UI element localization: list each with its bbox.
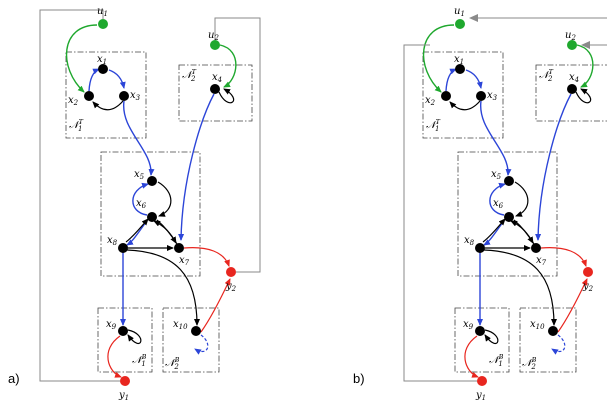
svg-text:x5: x5 <box>491 169 502 181</box>
panel-b: b) u1 u2 x1 x2 x3 x4 x5 x6 x7 x8 x9 x10 … <box>353 6 607 400</box>
label-u1: u <box>454 6 460 17</box>
label-x2: x <box>425 95 431 106</box>
label-y2: y <box>225 281 232 292</box>
svg-text:y2: y2 <box>225 281 237 293</box>
label-x6: x <box>493 198 499 209</box>
label-y1: y <box>118 390 125 400</box>
svg-text:u2: u2 <box>208 30 219 42</box>
svg-text:u1: u1 <box>454 6 465 18</box>
svg-text:x9: x9 <box>106 319 117 331</box>
panel-label-a: a) <box>8 371 20 386</box>
svg-text:x8: x8 <box>464 235 475 247</box>
svg-text:x7: x7 <box>536 255 547 267</box>
panel-label-b: b) <box>353 371 365 386</box>
label-x1: x <box>454 54 460 65</box>
svg-text:x9: x9 <box>463 319 474 331</box>
feedback-wire-y2-u2 <box>214 17 261 273</box>
svg-text:y1: y1 <box>475 390 486 400</box>
svg-text:x8: x8 <box>107 235 118 247</box>
label-u1: u <box>97 6 103 17</box>
label-n1t: 𝒩 <box>69 120 82 131</box>
svg-text:x3: x3 <box>487 90 498 102</box>
label-x9: x <box>463 319 469 330</box>
svg-text:𝒩B1: 𝒩B 1 <box>132 353 147 368</box>
svg-text:𝒩B2: 𝒩B 2 <box>165 356 180 371</box>
svg-text:x10: x10 <box>530 319 545 331</box>
svg-text:u2: u2 <box>565 30 576 42</box>
label-x3: x <box>130 90 136 101</box>
label-n2b: 𝒩 <box>522 358 535 369</box>
svg-text:x2: x2 <box>425 95 436 107</box>
label-x1: x <box>97 54 103 65</box>
label-x3: x <box>487 90 493 101</box>
svg-text:x4: x4 <box>212 72 222 84</box>
label-x5: x <box>134 169 140 180</box>
svg-text:u1: u1 <box>97 6 108 18</box>
label-x2: x <box>68 95 74 106</box>
label-n2t: 𝒩 <box>182 70 195 81</box>
svg-text:x5: x5 <box>134 169 145 181</box>
svg-text:𝒩T2: 𝒩T 2 <box>182 68 197 83</box>
node-labels-a: u1 u2 x1 x2 x3 x4 x5 x6 x7 x8 x9 x10 y2 … <box>68 6 237 400</box>
label-x9: x <box>106 319 112 330</box>
label-x8: x <box>464 235 470 246</box>
svg-text:y1: y1 <box>118 390 129 400</box>
svg-text:y2: y2 <box>582 281 594 293</box>
feedback-wire-y1-b <box>403 44 477 382</box>
label-y2: y <box>582 281 589 292</box>
label-x4: x <box>569 72 575 83</box>
label-x6: x <box>136 198 142 209</box>
svg-text:x4: x4 <box>569 72 579 84</box>
label-y1: y <box>475 390 482 400</box>
svg-text:𝒩T2: 𝒩T 2 <box>539 68 554 83</box>
label-n2b: 𝒩 <box>165 358 178 369</box>
svg-text:𝒩T1: 𝒩T 1 <box>426 118 441 133</box>
svg-text:x6: x6 <box>493 198 504 210</box>
svg-text:𝒩B2: 𝒩B 2 <box>522 356 537 371</box>
label-x7: x <box>179 255 185 266</box>
label-x10: x <box>173 319 179 330</box>
node-labels-b: u1 u2 x1 x2 x3 x4 x5 x6 x7 x8 x9 x10 y2 … <box>425 6 594 400</box>
label-x7: x <box>536 255 542 266</box>
svg-text:x10: x10 <box>173 319 188 331</box>
label-u2: u <box>208 30 214 41</box>
label-u2: u <box>565 30 571 41</box>
label-x8: x <box>107 235 113 246</box>
label-x5: x <box>491 169 497 180</box>
label-n1b: 𝒩 <box>489 355 502 366</box>
svg-text:x1: x1 <box>454 54 464 66</box>
svg-text:𝒩T1: 𝒩T 1 <box>69 118 84 133</box>
svg-text:x2: x2 <box>68 95 79 107</box>
label-n2t: 𝒩 <box>539 70 552 81</box>
feedback-wire-y1-u1 <box>39 9 120 382</box>
svg-text:𝒩B1: 𝒩B 1 <box>489 353 504 368</box>
label-x4: x <box>212 72 218 83</box>
svg-text:x1: x1 <box>97 54 107 66</box>
label-n1t: 𝒩 <box>426 120 439 131</box>
svg-text:x6: x6 <box>136 198 147 210</box>
label-n1b: 𝒩 <box>132 355 145 366</box>
svg-text:x3: x3 <box>130 90 141 102</box>
label-x10: x <box>530 319 536 330</box>
panel-a: a) u1 u2 x1 x2 x3 x4 x5 x6 x7 x8 x9 x10 … <box>8 6 261 400</box>
svg-text:x7: x7 <box>179 255 190 267</box>
